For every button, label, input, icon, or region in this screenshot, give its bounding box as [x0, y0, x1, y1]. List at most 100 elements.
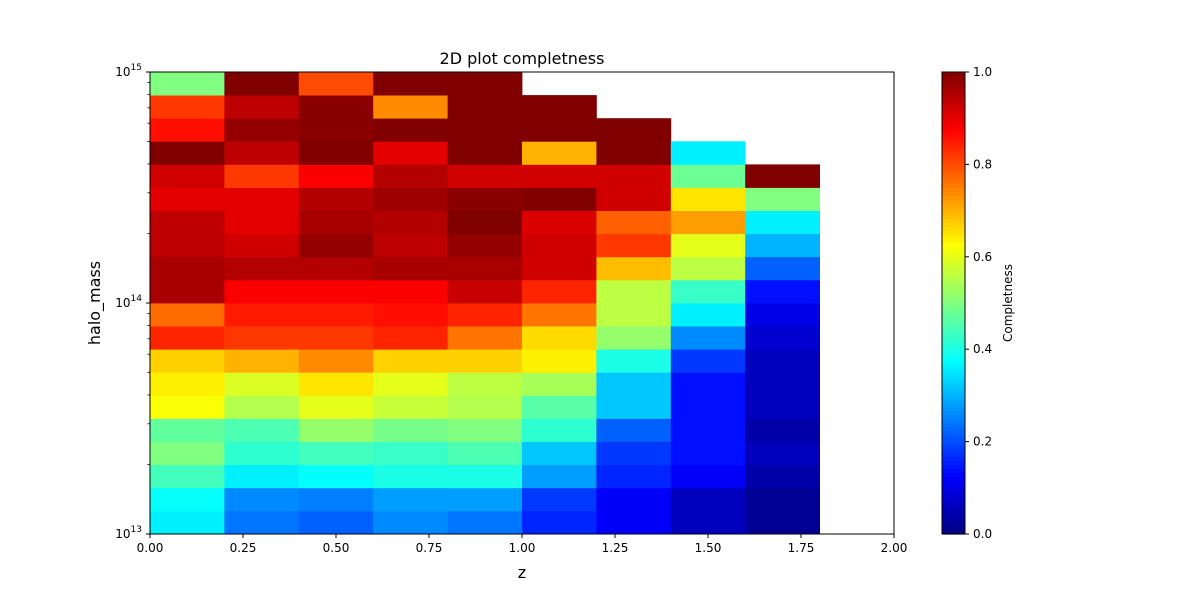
- colorbar-segment: [942, 149, 965, 154]
- heatmap-cell: [522, 441, 597, 466]
- colorbar-segment: [942, 483, 965, 489]
- colorbar-segment: [942, 341, 965, 346]
- y-axis-ticks: 1013 1014 1015: [115, 63, 150, 541]
- heatmap-cell: [224, 95, 300, 119]
- heatmap-cell: [373, 118, 448, 142]
- heatmap-cell: [522, 187, 597, 211]
- colorbar-frame: [941, 71, 966, 535]
- heatmap-cell: [373, 326, 448, 350]
- colorbar-segment: [942, 233, 965, 239]
- colorbar-segment: [942, 125, 965, 131]
- heatmap-cell: [745, 441, 820, 466]
- heatmap-cell: [670, 418, 746, 442]
- colorbar-segment: [942, 295, 965, 300]
- heatmap-cell: [522, 95, 597, 119]
- colorbar-segment: [942, 353, 965, 358]
- colorbar-segment: [942, 480, 965, 485]
- colorbar-segment: [942, 414, 965, 420]
- heatmap-cell: [224, 279, 300, 304]
- heatmap-cell: [745, 303, 820, 327]
- colorbar-segment: [942, 441, 965, 447]
- heatmap-cell: [745, 279, 820, 304]
- heatmap-cell: [373, 464, 448, 489]
- colorbar-segment: [942, 495, 965, 500]
- heatmap-cell: [596, 118, 672, 142]
- colorbar-segment: [942, 499, 965, 504]
- colorbar-segment: [942, 129, 965, 135]
- heatmap-cell: [745, 395, 820, 419]
- heatmap-cell: [522, 326, 597, 350]
- heatmap-cell: [670, 441, 746, 466]
- colorbar-segment: [942, 422, 965, 427]
- colorbar-segment: [942, 210, 965, 216]
- heatmap-cell: [150, 95, 225, 119]
- colorbar-segment: [942, 133, 965, 139]
- heatmap-cell: [298, 303, 374, 327]
- colorbar-segment: [942, 283, 965, 289]
- heatmap-cell: [447, 72, 523, 96]
- colorbar-segment: [942, 410, 965, 416]
- colorbar-segment: [942, 464, 965, 470]
- colorbar-segment: [942, 303, 965, 308]
- heatmap-cell: [596, 487, 672, 512]
- colorbar-segment: [942, 214, 965, 219]
- colorbar-segment: [942, 449, 965, 454]
- colorbar-segment: [942, 468, 965, 473]
- heatmap-cell: [522, 256, 597, 281]
- heatmap-cell: [150, 187, 225, 211]
- colorbar-segment: [942, 491, 965, 497]
- heatmap-cell: [150, 164, 225, 188]
- colorbar-segment: [942, 160, 965, 165]
- colorbar-segment: [942, 356, 965, 362]
- heatmap-cell: [447, 233, 523, 258]
- heatmap-cell: [670, 256, 746, 281]
- colorbar-segment: [942, 202, 965, 208]
- colorbar-segment: [942, 122, 965, 127]
- heatmap-cell: [373, 164, 448, 188]
- heatmap-cell: [522, 349, 597, 373]
- heatmap-cell: [596, 256, 672, 281]
- heatmap-cell: [447, 487, 523, 512]
- heatmap-cell: [373, 233, 448, 258]
- heatmap-cell: [670, 210, 746, 235]
- colorbar-segment: [942, 260, 965, 266]
- heatmap-cell: [522, 210, 597, 235]
- colorbar-segment: [942, 114, 965, 119]
- heatmap-cell: [522, 118, 597, 142]
- colorbar-segment: [942, 83, 965, 88]
- heatmap-cell: [224, 418, 300, 442]
- colorbar-segment: [942, 226, 965, 231]
- colorbar-segment: [942, 172, 965, 177]
- heatmap-cell: [670, 164, 746, 188]
- colorbar-segment: [942, 457, 965, 462]
- heatmap-cell: [298, 187, 374, 211]
- heatmap-cell: [447, 395, 523, 419]
- heatmap-cell: [522, 279, 597, 304]
- colorbar-tick-label: 0.4: [973, 342, 992, 356]
- heatmap-cell: [298, 118, 374, 142]
- colorbar-segment: [942, 395, 965, 400]
- heatmap-cell: [224, 303, 300, 327]
- heatmap-cell: [373, 418, 448, 442]
- x-tick-label: 1.75: [788, 541, 815, 555]
- heatmap-cell: [596, 510, 672, 535]
- x-axis-ticks: 0.00 0.25 0.50 0.75 1.00 1.25 1.50 1.75 2.00: [137, 534, 907, 555]
- heatmap-cell: [670, 303, 746, 327]
- y-tick-label: 1014: [115, 294, 142, 310]
- heatmap-cell: [373, 95, 448, 119]
- heatmap-cell: [373, 510, 448, 535]
- colorbar-segment: [942, 264, 965, 269]
- colorbar-segment: [942, 252, 965, 258]
- colorbar-label: Completness: [1001, 264, 1015, 342]
- colorbar-segment: [942, 164, 965, 169]
- colorbar-segment: [942, 487, 965, 493]
- colorbar-segment: [942, 426, 965, 431]
- heatmap-cell: [447, 372, 523, 396]
- x-tick-label: 1.50: [695, 541, 722, 555]
- colorbar-segment: [942, 376, 965, 381]
- colorbar-segment: [942, 507, 965, 512]
- x-axis-label: z: [518, 563, 526, 582]
- colorbar-segment: [942, 179, 965, 185]
- heatmap-cell: [298, 464, 374, 489]
